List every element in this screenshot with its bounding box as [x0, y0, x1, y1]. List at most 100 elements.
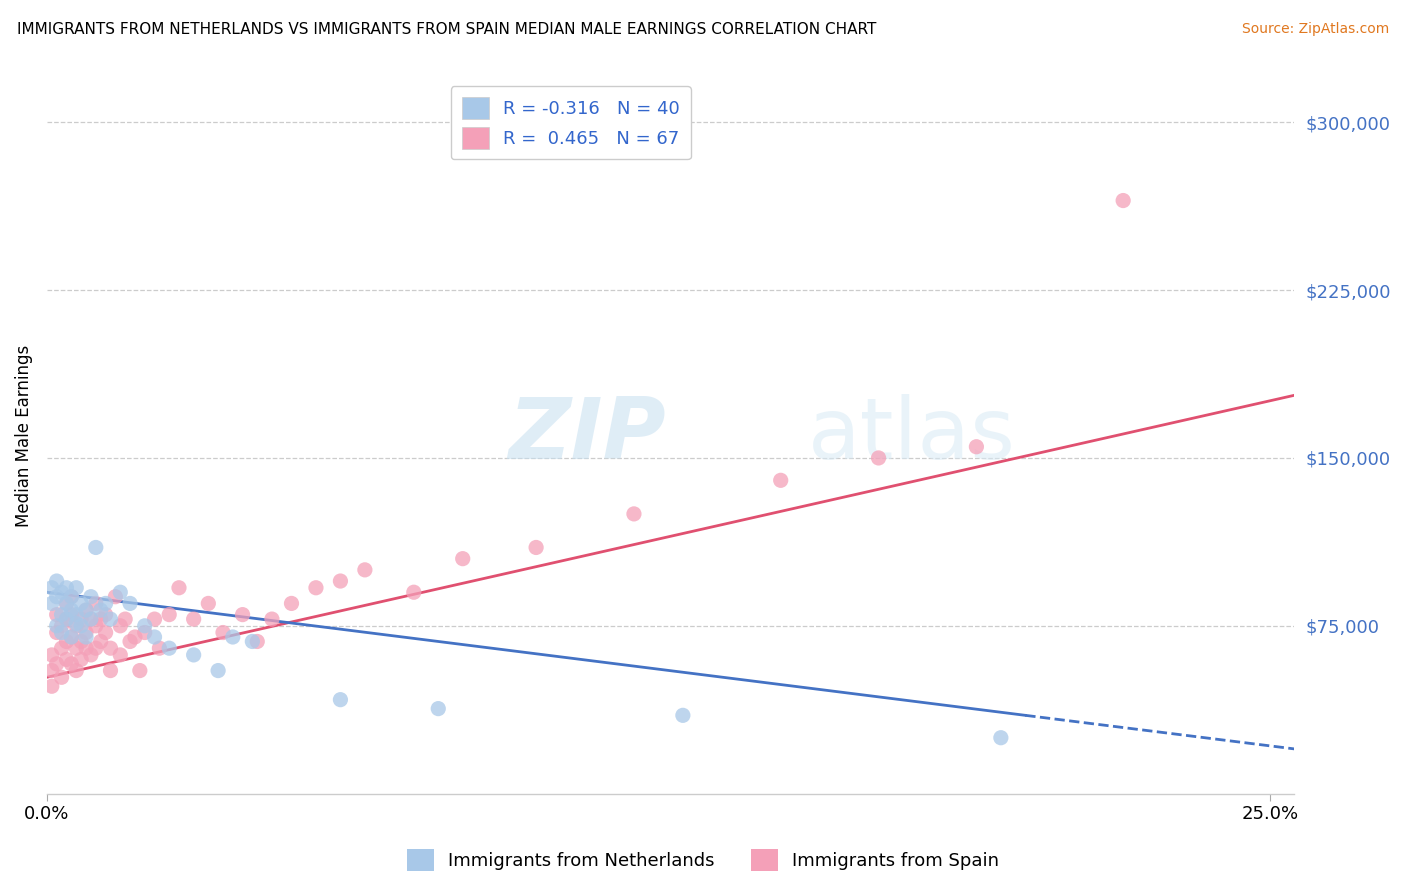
Point [197, 596, 219, 610]
Point [65, 607, 87, 622]
Point [60, 607, 83, 622]
Point [55, 612, 77, 626]
Point [329, 574, 352, 588]
Point [84, 541, 107, 555]
Point [451, 551, 474, 566]
Point [114, 612, 136, 626]
Point [167, 581, 190, 595]
Point [868, 450, 890, 465]
Point [100, 641, 122, 656]
Point [212, 625, 235, 640]
Point [84, 619, 107, 633]
Point [623, 507, 645, 521]
Point [354, 563, 377, 577]
Point [148, 641, 170, 656]
Point [51, 619, 73, 633]
Point [965, 440, 987, 454]
Point [84, 596, 107, 610]
Point [45, 625, 67, 640]
Point [70, 619, 93, 633]
Point [94, 607, 117, 622]
Point [45, 607, 67, 622]
Point [90, 603, 112, 617]
Point [70, 612, 93, 626]
Point [51, 607, 73, 622]
Point [80, 648, 103, 662]
Point [60, 657, 83, 671]
Point [427, 701, 450, 715]
Text: IMMIGRANTS FROM NETHERLANDS VS IMMIGRANTS FROM SPAIN MEDIAN MALE EARNINGS CORREL: IMMIGRANTS FROM NETHERLANDS VS IMMIGRANT… [17, 22, 876, 37]
Point [183, 612, 205, 626]
Point [41, 679, 63, 693]
Point [75, 630, 97, 644]
Point [70, 652, 93, 666]
Point [41, 596, 63, 610]
Point [75, 603, 97, 617]
Point [110, 619, 132, 633]
Point [329, 692, 352, 706]
Point [45, 574, 67, 588]
Point [128, 664, 150, 678]
Text: Source: ZipAtlas.com: Source: ZipAtlas.com [1241, 22, 1389, 37]
Point [94, 596, 117, 610]
Point [65, 616, 87, 631]
Point [769, 473, 792, 487]
Point [110, 648, 132, 662]
Point [157, 641, 180, 656]
Point [305, 581, 328, 595]
Point [280, 596, 302, 610]
Point [55, 596, 77, 610]
Point [51, 625, 73, 640]
Point [55, 634, 77, 648]
Point [41, 664, 63, 678]
Point [55, 581, 77, 595]
Point [65, 619, 87, 633]
Point [51, 585, 73, 599]
Point [51, 641, 73, 656]
Point [240, 634, 263, 648]
Point [60, 590, 83, 604]
Point [100, 612, 122, 626]
Point [75, 625, 97, 640]
Legend: R = -0.316   N = 40, R =  0.465   N = 67: R = -0.316 N = 40, R = 0.465 N = 67 [451, 87, 690, 160]
Point [41, 581, 63, 595]
Point [143, 612, 166, 626]
Point [524, 541, 547, 555]
Point [41, 648, 63, 662]
Point [45, 590, 67, 604]
Point [990, 731, 1012, 745]
Point [45, 619, 67, 633]
Point [1112, 194, 1135, 208]
Point [60, 630, 83, 644]
Point [70, 596, 93, 610]
Point [120, 634, 142, 648]
Point [100, 664, 122, 678]
Point [120, 596, 142, 610]
Point [90, 612, 112, 626]
Text: atlas: atlas [808, 394, 1017, 477]
Text: ZIP: ZIP [509, 394, 666, 477]
Point [157, 607, 180, 622]
Point [207, 664, 229, 678]
Point [65, 641, 87, 656]
Point [90, 634, 112, 648]
Point [143, 630, 166, 644]
Point [75, 603, 97, 617]
Point [60, 603, 83, 617]
Point [80, 590, 103, 604]
Point [134, 619, 156, 633]
Point [65, 664, 87, 678]
Point [55, 596, 77, 610]
Point [124, 630, 146, 644]
Point [402, 585, 425, 599]
Point [45, 657, 67, 671]
Point [104, 590, 127, 604]
Point [80, 612, 103, 626]
Point [134, 625, 156, 640]
Y-axis label: Median Male Earnings: Median Male Earnings [15, 344, 32, 526]
Point [65, 581, 87, 595]
Point [55, 612, 77, 626]
Point [84, 641, 107, 656]
Point [75, 641, 97, 656]
Point [183, 648, 205, 662]
